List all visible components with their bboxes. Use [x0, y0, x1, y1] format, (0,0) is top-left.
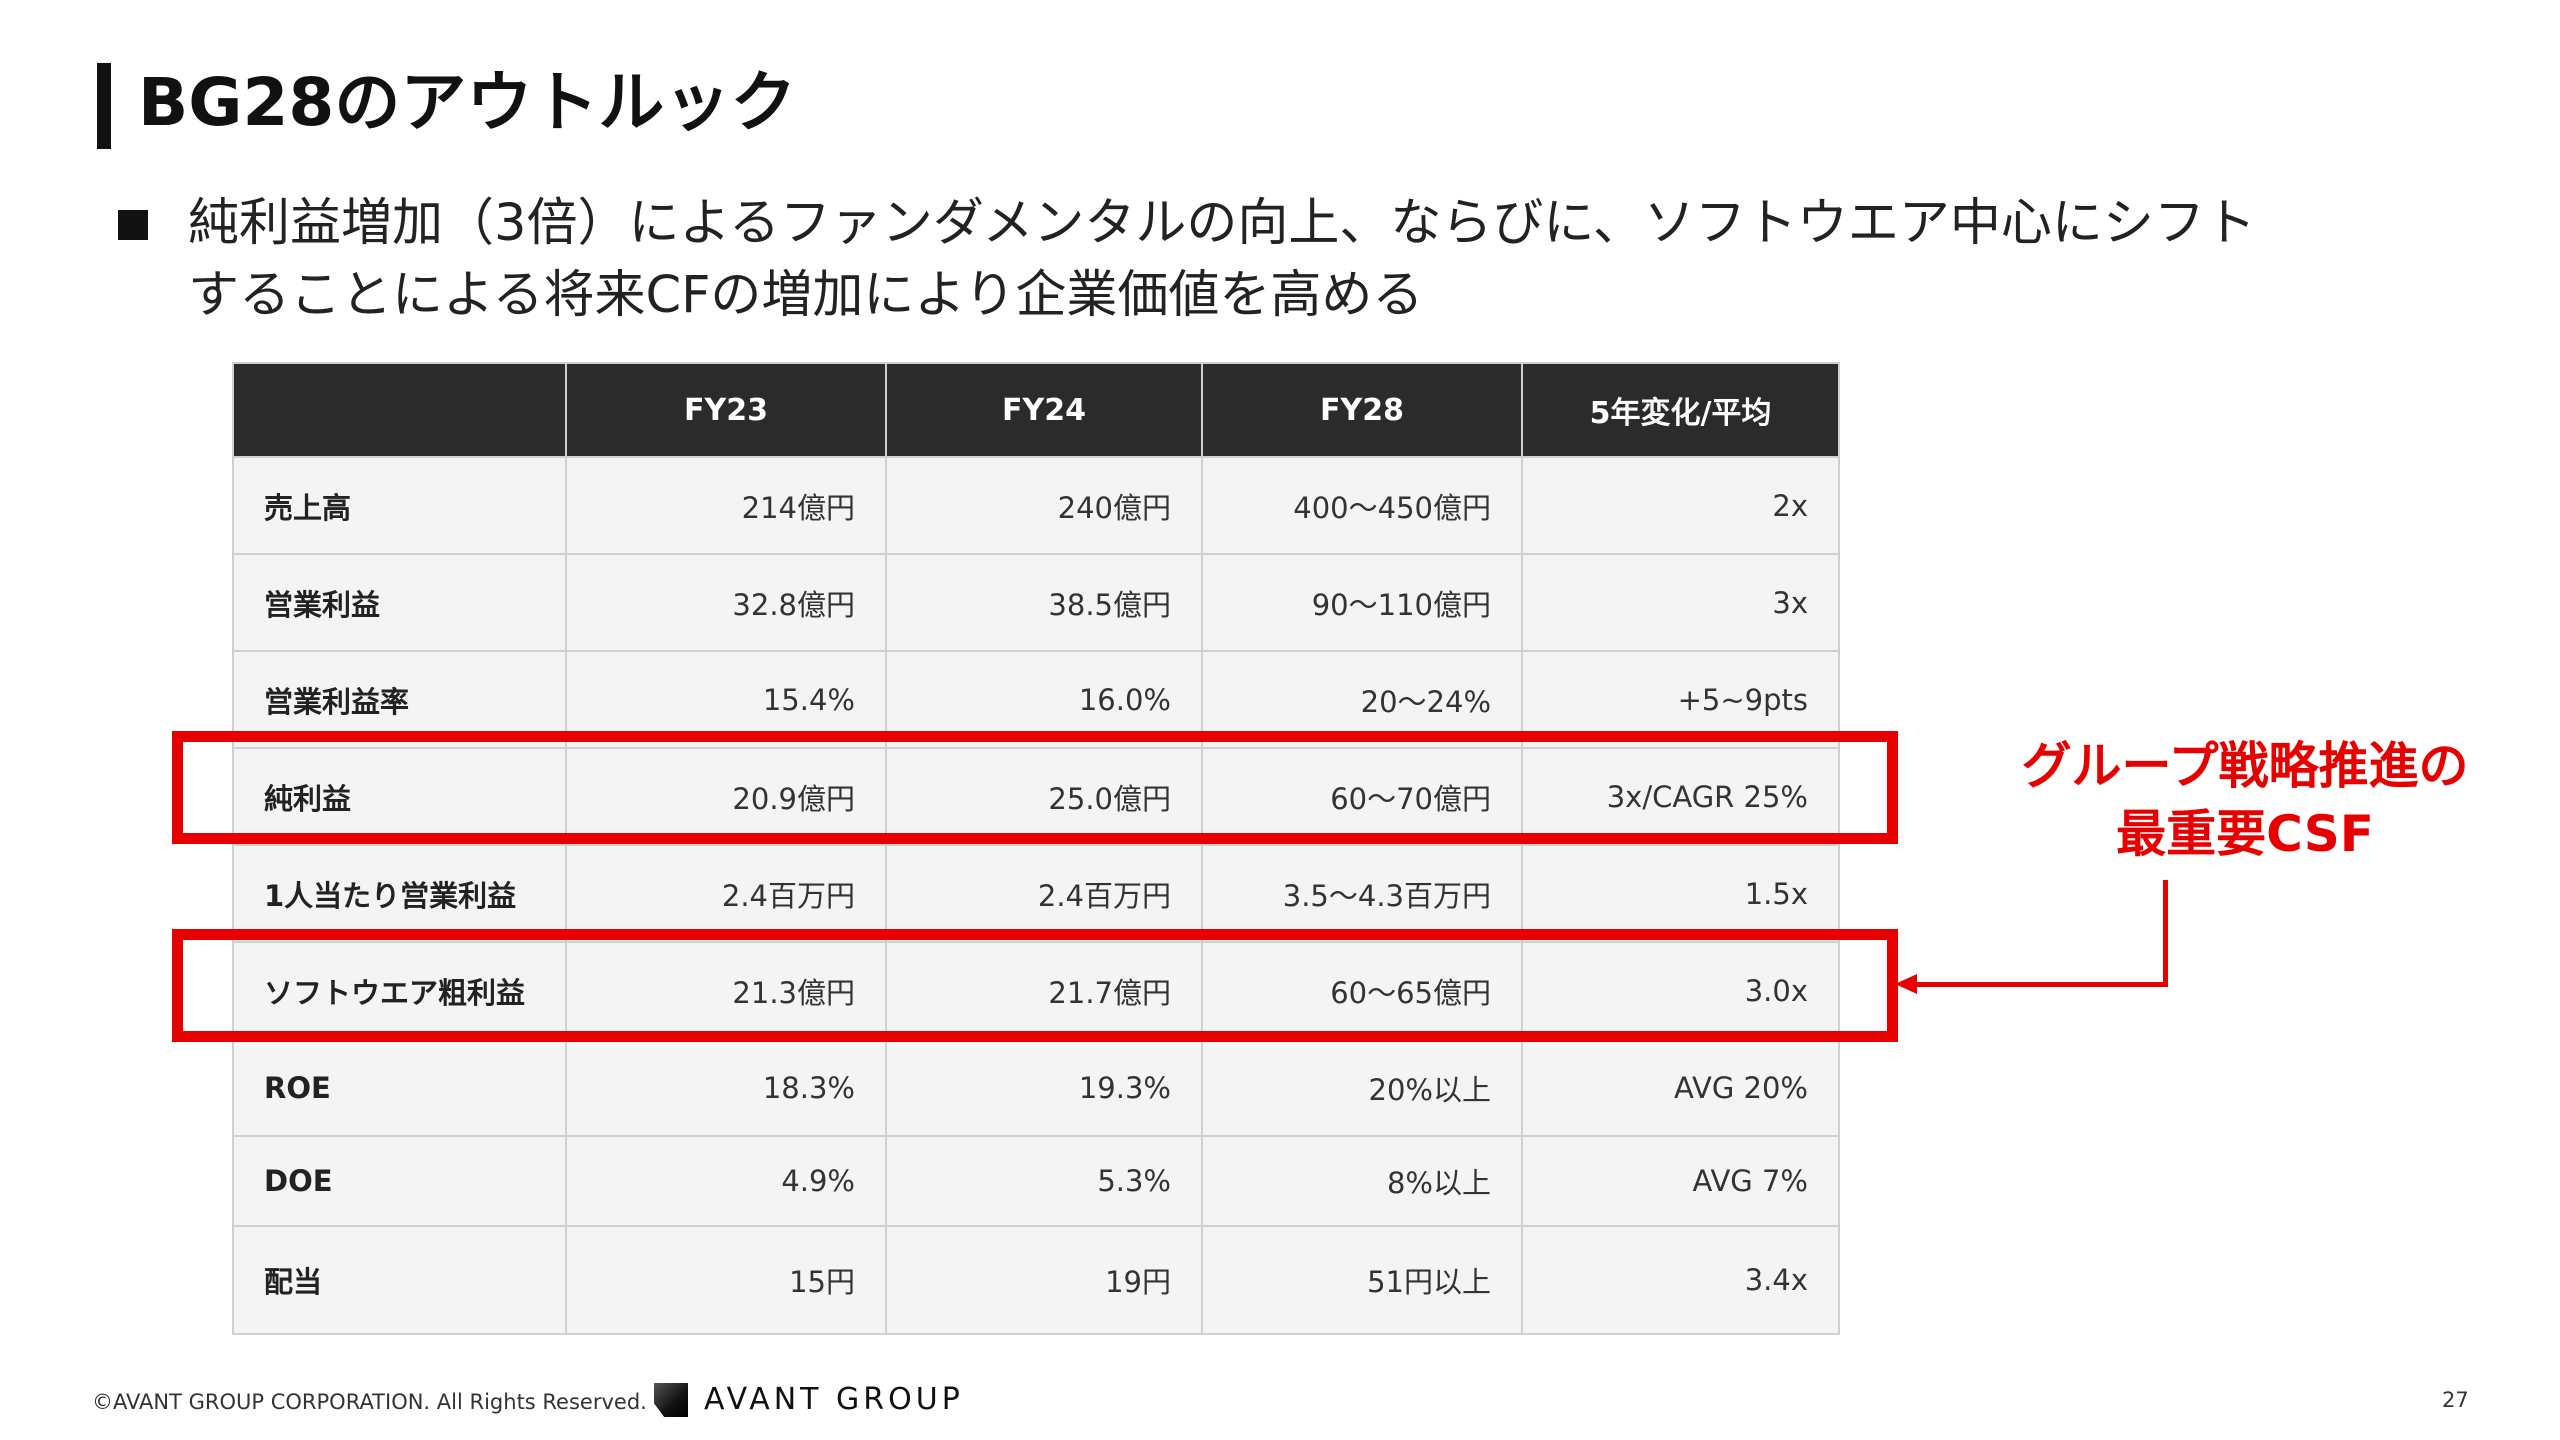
row-label: 純利益	[232, 747, 567, 846]
cell-change: 1.5x	[1521, 844, 1840, 943]
table-header-row: FY23 FY24 FY28 5年変化/平均	[232, 362, 1840, 458]
callout-connector-vertical	[2163, 880, 2168, 987]
cell-fy28: 8%以上	[1201, 1135, 1523, 1227]
cell-fy24: 240億円	[885, 456, 1203, 555]
cell-fy23: 214億円	[565, 456, 887, 555]
callout-line-1: グループ戦略推進の	[2021, 737, 2469, 795]
header-cell-fy24: FY24	[885, 362, 1203, 458]
slide-title: BG28のアウトルック	[138, 64, 797, 141]
cell-change: AVG 20%	[1521, 1038, 1840, 1137]
table-row: ROE 18.3% 19.3% 20%以上 AVG 20%	[232, 1038, 1840, 1137]
cell-fy24: 19円	[885, 1225, 1203, 1335]
bullet-line-1: 純利益増加（3倍）によるファンダメンタルの向上、ならびに、ソフトウエア中心にシフ…	[188, 194, 2256, 253]
cell-change: 3.4x	[1521, 1225, 1840, 1335]
table-row: 1人当たり営業利益 2.4百万円 2.4百万円 3.5～4.3百万円 1.5x	[232, 844, 1840, 943]
avant-logo-icon	[654, 1383, 688, 1417]
table-row: 配当 15円 19円 51円以上 3.4x	[232, 1225, 1840, 1335]
page-number: 27	[2442, 1388, 2469, 1412]
bullet-text: 純利益増加（3倍）によるファンダメンタルの向上、ならびに、ソフトウエア中心にシフ…	[188, 188, 2448, 332]
row-label: ROE	[232, 1038, 567, 1137]
title-accent-bar	[97, 63, 111, 149]
cell-fy23: 20.9億円	[565, 747, 887, 846]
cell-fy28: 20%以上	[1201, 1038, 1523, 1137]
cell-fy24: 21.7億円	[885, 941, 1203, 1040]
cell-fy23: 15円	[565, 1225, 887, 1335]
bullet-line-2: することによる将来CFの増加により企業価値を高める	[188, 266, 1424, 325]
cell-fy28: 90～110億円	[1201, 553, 1523, 652]
footer-copyright: ©AVANT GROUP CORPORATION. All Rights Res…	[92, 1390, 647, 1414]
highlight-box-software-gross-profit	[172, 929, 1898, 1042]
callout-text: グループ戦略推進の 最重要CSF	[1925, 732, 2560, 868]
callout-line-2: 最重要CSF	[2116, 805, 2374, 863]
cell-change: AVG 7%	[1521, 1135, 1840, 1227]
kpi-table: FY23 FY24 FY28 5年変化/平均 売上高 214億円 240億円 4…	[232, 362, 1840, 1335]
cell-fy23: 32.8億円	[565, 553, 887, 652]
row-label: 営業利益	[232, 553, 567, 652]
cell-fy28: 3.5～4.3百万円	[1201, 844, 1523, 943]
arrow-left-icon	[1895, 974, 1917, 994]
cell-fy28: 60～70億円	[1201, 747, 1523, 846]
cell-fy24: 5.3%	[885, 1135, 1203, 1227]
header-cell-change: 5年変化/平均	[1521, 362, 1840, 458]
table-row: 営業利益 32.8億円 38.5億円 90～110億円 3x	[232, 553, 1840, 652]
cell-fy23: 21.3億円	[565, 941, 887, 1040]
table-row: 純利益 20.9億円 25.0億円 60～70億円 3x/CAGR 25%	[232, 747, 1840, 846]
row-label: 1人当たり営業利益	[232, 844, 567, 943]
cell-fy28: 51円以上	[1201, 1225, 1523, 1335]
cell-fy23: 2.4百万円	[565, 844, 887, 943]
header-cell-blank	[232, 362, 567, 458]
row-label: DOE	[232, 1135, 567, 1227]
cell-fy28: 400～450億円	[1201, 456, 1523, 555]
cell-change: 3x	[1521, 553, 1840, 652]
highlight-box-net-income	[172, 731, 1898, 844]
cell-fy24: 2.4百万円	[885, 844, 1203, 943]
header-cell-fy28: FY28	[1201, 362, 1523, 458]
cell-fy24: 38.5億円	[885, 553, 1203, 652]
cell-fy23: 18.3%	[565, 1038, 887, 1137]
cell-fy24: 25.0億円	[885, 747, 1203, 846]
bullet-square-icon	[118, 210, 148, 240]
cell-change: 3x/CAGR 25%	[1521, 747, 1840, 846]
row-label: ソフトウエア粗利益	[232, 941, 567, 1040]
cell-change: 2x	[1521, 456, 1840, 555]
row-label: 配当	[232, 1225, 567, 1335]
footer-logo-text: AVANT GROUP	[704, 1382, 964, 1417]
header-cell-fy23: FY23	[565, 362, 887, 458]
table-row: 売上高 214億円 240億円 400～450億円 2x	[232, 456, 1840, 555]
cell-fy23: 4.9%	[565, 1135, 887, 1227]
cell-fy24: 19.3%	[885, 1038, 1203, 1137]
row-label: 売上高	[232, 456, 567, 555]
callout-connector-horizontal	[1915, 982, 2168, 987]
table-row: DOE 4.9% 5.3% 8%以上 AVG 7%	[232, 1135, 1840, 1227]
cell-fy28: 60～65億円	[1201, 941, 1523, 1040]
